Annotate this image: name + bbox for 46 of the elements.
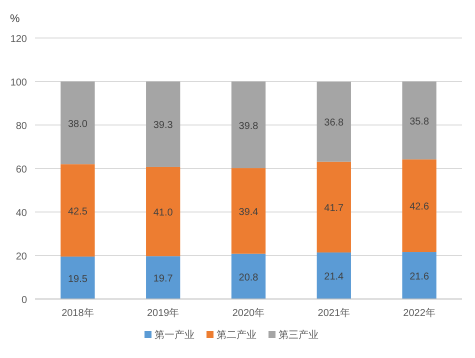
bar <box>316 82 351 162</box>
y-tick-label: 40 <box>16 208 28 219</box>
bar <box>60 256 95 299</box>
data-label: 21.6 <box>410 272 430 283</box>
bar <box>402 159 436 252</box>
bar <box>146 82 180 167</box>
data-label: 42.6 <box>410 202 430 213</box>
bar <box>231 82 266 168</box>
x-tick-label: 2021年 <box>318 307 350 319</box>
data-label: 35.8 <box>410 116 430 128</box>
y-tick-label: 80 <box>16 121 28 132</box>
legend-label: 第一产业 <box>154 329 194 341</box>
x-tick-label: 2019年 <box>146 307 180 319</box>
bar <box>231 254 266 299</box>
x-tick-label: 2020年 <box>232 307 265 319</box>
bar <box>146 166 180 256</box>
x-tick-label: 2018年 <box>62 307 94 319</box>
data-label: 42.5 <box>68 206 88 218</box>
legend-label: 第三产业 <box>278 329 318 341</box>
y-tick-label: 20 <box>16 252 28 262</box>
data-label: 20.8 <box>238 272 259 284</box>
y-axis-title: % <box>10 13 20 25</box>
bar <box>60 164 95 257</box>
data-label: 21.4 <box>324 272 344 283</box>
bar <box>231 168 266 254</box>
bar <box>402 82 436 160</box>
data-label: 39.8 <box>238 120 259 132</box>
bar <box>60 82 95 164</box>
bar <box>316 252 351 299</box>
data-label: 41.0 <box>153 208 174 219</box>
legend-label: 第二产业 <box>216 329 256 341</box>
y-tick-label: 60 <box>16 164 28 176</box>
data-label: 38.0 <box>68 118 88 130</box>
data-label: 36.8 <box>324 118 344 129</box>
bar <box>402 252 436 299</box>
y-tick-label: 0 <box>21 295 28 306</box>
bar <box>316 162 351 252</box>
data-label: 19.5 <box>68 274 88 285</box>
bar <box>146 256 180 299</box>
y-tick-label: 100 <box>10 78 28 88</box>
x-tick-label: 2022年 <box>403 307 436 319</box>
data-label: 39.4 <box>238 206 259 218</box>
y-tick-label: 120 <box>10 34 28 45</box>
data-label: 41.7 <box>324 203 344 214</box>
data-label: 19.7 <box>153 274 174 285</box>
data-label: 39.3 <box>153 120 174 132</box>
